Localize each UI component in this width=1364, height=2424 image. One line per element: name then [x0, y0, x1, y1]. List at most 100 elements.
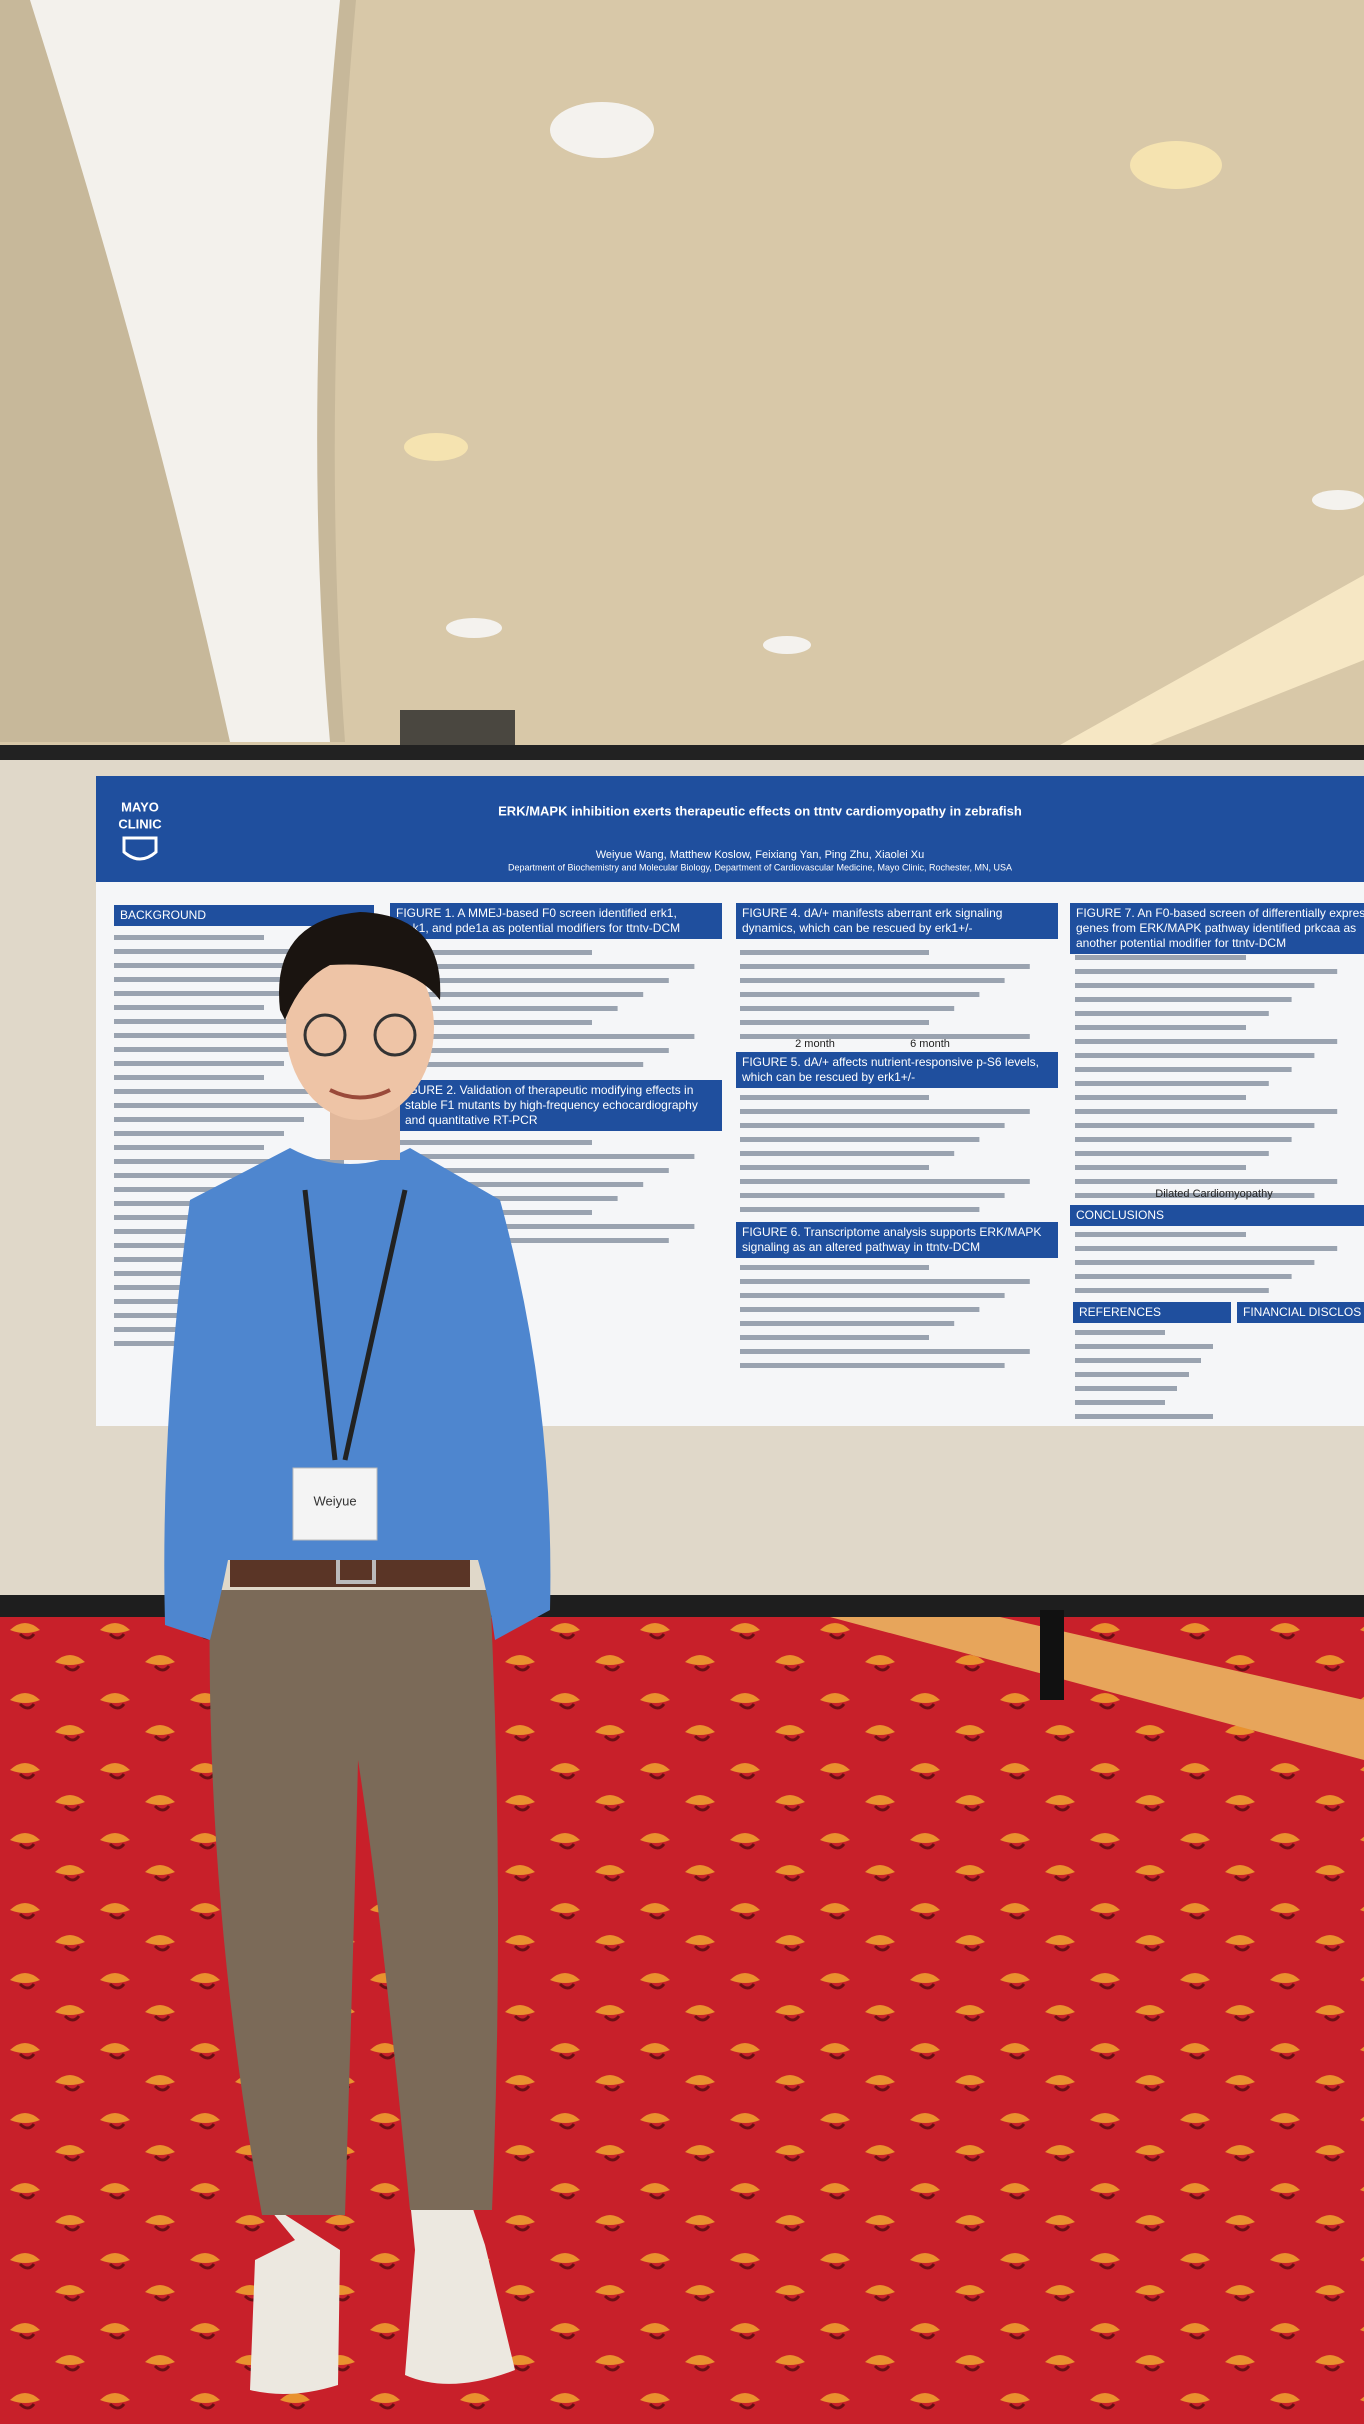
text-block: [740, 992, 980, 997]
text-block: [1075, 1372, 1189, 1377]
text-block: [1075, 1246, 1338, 1251]
figure-label: 2 month: [795, 1038, 835, 1050]
ceiling-light: [1312, 490, 1364, 510]
text-block: [400, 1154, 695, 1159]
text-block: [1075, 1330, 1165, 1335]
section-header: [736, 1222, 1058, 1258]
curved-wall: [30, 0, 340, 742]
text-block: [114, 1089, 344, 1094]
text-block: [1075, 1400, 1165, 1405]
hair: [279, 912, 441, 1020]
text-block: [400, 950, 592, 955]
section-header-text: FINANCIAL DISCLOS: [1243, 1305, 1361, 1319]
text-block: [740, 1207, 980, 1212]
section-header: [1070, 903, 1364, 954]
text-block: [114, 1033, 324, 1038]
text-block: [400, 1182, 644, 1187]
text-block: [1075, 1344, 1213, 1349]
section-header-text: stable F1 mutants by high-frequency echo…: [405, 1098, 698, 1112]
section-header: [736, 903, 1058, 939]
text-block: [740, 964, 1030, 969]
text-block: [740, 1307, 980, 1312]
board-frame: [0, 745, 1364, 761]
text-block: [740, 1034, 1030, 1039]
text-block: [740, 1293, 1005, 1298]
text-block: [114, 1075, 264, 1080]
text-block: [114, 963, 324, 968]
poster-affiliation: Department of Biochemistry and Molecular…: [508, 862, 1012, 872]
text-block: [1075, 1274, 1292, 1279]
section-header-text: CONCLUSIONS: [1076, 1208, 1164, 1222]
ceiling-light: [1130, 141, 1222, 189]
section-header-text: FIGURE 4. dA/+ manifests aberrant erk si…: [742, 906, 1002, 920]
text-block: [400, 1034, 695, 1039]
text-block: [1075, 1095, 1246, 1100]
carpet-stripe: [830, 1617, 1364, 1760]
figure-label: Dilated Cardiomyopathy: [1155, 1188, 1273, 1200]
text-block: [1075, 1386, 1177, 1391]
glasses: [373, 1013, 417, 1057]
text-block: [400, 1048, 669, 1053]
text-block: [114, 1159, 344, 1164]
text-block: [740, 1123, 1005, 1128]
section-header-text: BACKGROUND: [120, 908, 206, 922]
text-block: [400, 1224, 695, 1229]
text-block: [114, 991, 284, 996]
text-block: [740, 1006, 955, 1011]
text-block: [114, 1019, 344, 1024]
text-block: [1075, 1123, 1315, 1128]
text-block: [1075, 1179, 1338, 1184]
section-header-text: FIGURE 7. An F0-based screen of differen…: [1076, 906, 1364, 920]
text-block: [740, 1109, 1030, 1114]
section-header-text: which can be rescued by erk1+/-: [741, 1070, 915, 1084]
glasses: [303, 1013, 347, 1057]
text-block: [400, 1140, 592, 1145]
section-header-text: signaling as an altered pathway in ttntv…: [742, 1240, 980, 1254]
text-block: [740, 1335, 929, 1340]
text-block: [400, 1168, 669, 1173]
text-block: [1075, 1081, 1269, 1086]
text-block: [740, 1265, 929, 1270]
section-header-text: REFERENCES: [1079, 1305, 1161, 1319]
logo-text: MAYO: [121, 799, 159, 814]
text-block: [400, 992, 644, 997]
text-block: [1075, 969, 1338, 974]
text-block: [1075, 1232, 1246, 1237]
text-block: [114, 1005, 264, 1010]
text-block: [114, 1117, 304, 1122]
text-block: [1075, 1137, 1292, 1142]
section-header: [390, 903, 722, 939]
section-header-text: genes from ERK/MAPK pathway identified p…: [1076, 921, 1356, 935]
text-block: [1075, 1165, 1246, 1170]
text-block: [1075, 997, 1292, 1002]
text-block: [1075, 1151, 1269, 1156]
text-block: [740, 950, 929, 955]
text-block: [114, 1103, 324, 1108]
section-header: [1070, 1205, 1364, 1226]
board-stand: [1040, 1610, 1064, 1700]
text-block: [1075, 1011, 1269, 1016]
shoe: [405, 2200, 515, 2384]
section-header-text: FIGURE 1. A MMEJ-based F0 screen identif…: [396, 906, 677, 920]
text-block: [1075, 1260, 1315, 1265]
text-block: [740, 1165, 929, 1170]
text-block: [114, 1061, 284, 1066]
section-header-text: FIGURE 6. Transcriptome analysis support…: [742, 1225, 1041, 1239]
ceiling-light: [446, 618, 502, 638]
section-header-text: and quantitative RT-PCR: [405, 1113, 538, 1127]
shoe: [250, 2200, 340, 2394]
text-block: [400, 1020, 592, 1025]
smile: [329, 1088, 391, 1100]
text-block: [114, 1145, 264, 1150]
ceiling-light: [763, 636, 811, 654]
section-header-text: IGURE 2. Validation of therapeutic modif…: [405, 1083, 693, 1097]
text-block: [1075, 955, 1246, 960]
text-block: [1075, 1288, 1269, 1293]
text-block: [1075, 1358, 1201, 1363]
name-badge: [292, 1467, 378, 1541]
figure-label: 6 month: [910, 1038, 950, 1050]
text-block: [1075, 1039, 1338, 1044]
ceiling-light: [404, 433, 468, 461]
